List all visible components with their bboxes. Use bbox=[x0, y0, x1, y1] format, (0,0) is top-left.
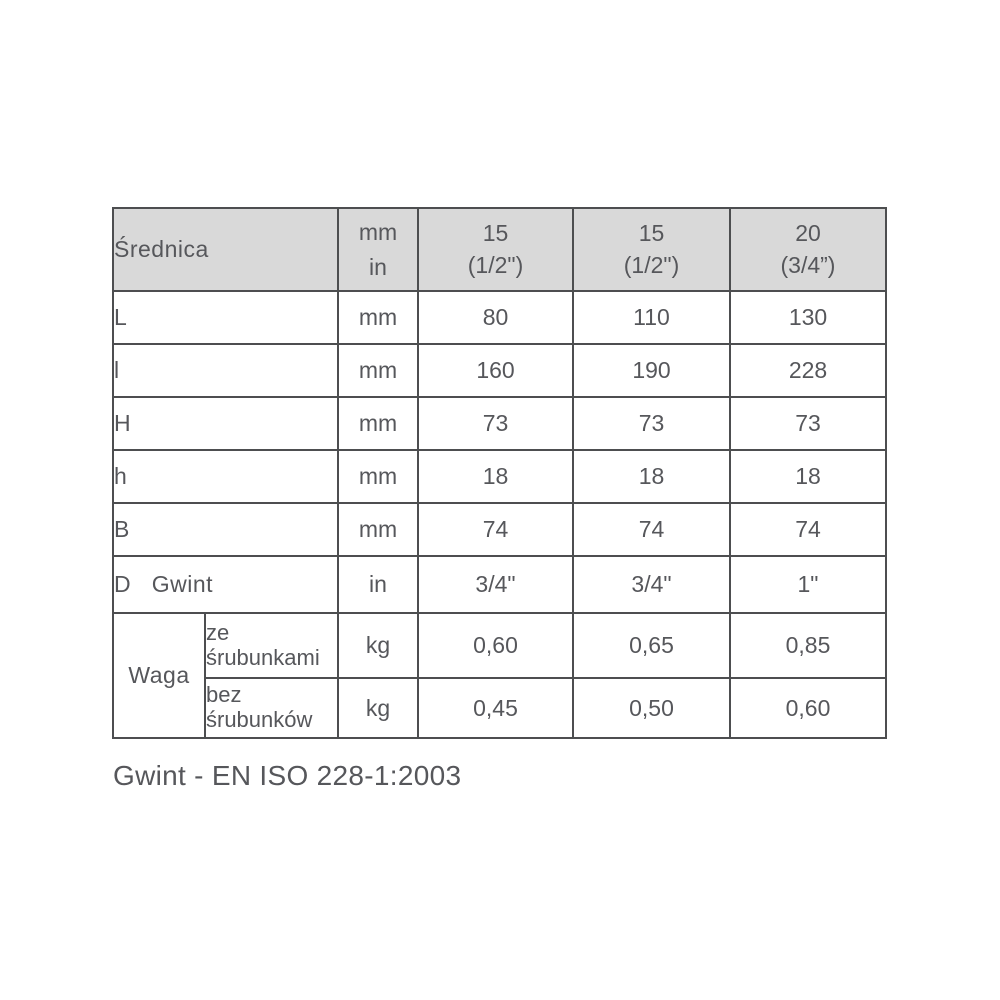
header-size-3: 20 (3/4”) bbox=[729, 207, 887, 292]
row-label: L bbox=[112, 290, 339, 345]
cell-value: 190 bbox=[572, 343, 731, 398]
table-row-D-gwint: D Gwint in 3/4" 3/4" 1" bbox=[112, 555, 887, 614]
table-row-l: l mm 160 190 228 bbox=[112, 343, 887, 398]
cell-value: 228 bbox=[729, 343, 887, 398]
weight-group-label: Waga bbox=[112, 612, 206, 739]
cell-value: 74 bbox=[729, 502, 887, 557]
row-unit: mm bbox=[337, 290, 419, 345]
row-label: B bbox=[112, 502, 339, 557]
cell-value: 18 bbox=[729, 449, 887, 504]
cell-value: 74 bbox=[417, 502, 574, 557]
cell-value: 0,45 bbox=[417, 677, 574, 739]
row-unit: mm bbox=[337, 396, 419, 451]
header-size-1: 15 (1/2") bbox=[417, 207, 574, 292]
row-unit: kg bbox=[337, 677, 419, 739]
row-label: D Gwint bbox=[112, 555, 339, 614]
header-diameter-label: Średnica bbox=[112, 207, 339, 292]
cell-value: 80 bbox=[417, 290, 574, 345]
cell-value: 0,60 bbox=[729, 677, 887, 739]
cell-value: 73 bbox=[572, 396, 731, 451]
row-label: H bbox=[112, 396, 339, 451]
row-unit: mm bbox=[337, 343, 419, 398]
cell-value: 1" bbox=[729, 555, 887, 614]
cell-value: 73 bbox=[417, 396, 574, 451]
cell-value: 73 bbox=[729, 396, 887, 451]
row-label: l bbox=[112, 343, 339, 398]
cell-value: 3/4" bbox=[417, 555, 574, 614]
cell-value: 0,85 bbox=[729, 612, 887, 679]
table-row-waga-with-unions: Waga ze śrubunkami kg 0,60 0,65 0,85 bbox=[112, 612, 887, 739]
cell-value: 0,60 bbox=[417, 612, 574, 679]
table-row-h: h mm 18 18 18 bbox=[112, 449, 887, 504]
row-label: h bbox=[112, 449, 339, 504]
cell-value: 130 bbox=[729, 290, 887, 345]
table-row-H: H mm 73 73 73 bbox=[112, 396, 887, 451]
weight-sublabel: bez śrubunków bbox=[204, 677, 339, 739]
cell-value: 18 bbox=[417, 449, 574, 504]
cell-value: 3/4" bbox=[572, 555, 731, 614]
cell-value: 0,65 bbox=[572, 612, 731, 679]
header-row: Średnica mm in 15 (1/2") 15 (1/2") 20 (3… bbox=[112, 207, 887, 292]
table-row-B: B mm 74 74 74 bbox=[112, 502, 887, 557]
table-row-waga-without-unions: bez śrubunków kg 0,45 0,50 0,60 bbox=[113, 677, 887, 739]
header-units: mm in bbox=[337, 207, 419, 292]
cell-value: 160 bbox=[417, 343, 574, 398]
cell-value: 18 bbox=[572, 449, 731, 504]
row-unit: kg bbox=[337, 612, 419, 679]
row-unit: mm bbox=[337, 449, 419, 504]
row-unit: in bbox=[337, 555, 419, 614]
weight-sublabel: ze śrubunkami bbox=[204, 612, 339, 679]
thread-standard-note: Gwint - EN ISO 228-1:2003 bbox=[113, 760, 462, 791]
cell-value: 74 bbox=[572, 502, 731, 557]
spec-table: Średnica mm in 15 (1/2") 15 (1/2") 20 (3… bbox=[112, 207, 887, 739]
header-size-2: 15 (1/2") bbox=[572, 207, 731, 292]
row-unit: mm bbox=[337, 502, 419, 557]
cell-value: 110 bbox=[572, 290, 731, 345]
table-row-L: L mm 80 110 130 bbox=[112, 290, 887, 345]
cell-value: 0,50 bbox=[572, 677, 731, 739]
